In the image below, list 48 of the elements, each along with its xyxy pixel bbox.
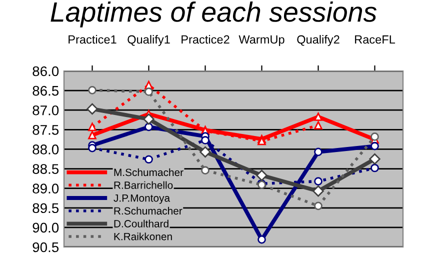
legend-label: D.Coulthard bbox=[114, 220, 168, 228]
point bbox=[143, 114, 154, 125]
legend-label: J.P.Montoya bbox=[114, 194, 170, 204]
point bbox=[144, 122, 153, 132]
y-tick-label: 86.0 bbox=[32, 66, 59, 76]
point bbox=[201, 166, 210, 175]
y-tick-label: 90.5 bbox=[32, 242, 59, 252]
point bbox=[88, 130, 96, 140]
x-tick-label: RaceFL bbox=[355, 35, 396, 44]
point bbox=[86, 103, 98, 115]
point bbox=[258, 136, 266, 146]
point bbox=[88, 122, 96, 132]
x-tick-label: Qualify1 bbox=[128, 34, 170, 46]
point bbox=[370, 132, 379, 141]
y-tick-label: 87.0 bbox=[32, 105, 59, 116]
point bbox=[258, 235, 266, 244]
point bbox=[370, 164, 379, 172]
point bbox=[201, 136, 210, 144]
x-tick-label: Practice2 bbox=[182, 34, 230, 44]
point bbox=[144, 155, 153, 164]
legend-label: R.Barrichello bbox=[114, 181, 173, 189]
point bbox=[256, 170, 268, 182]
point bbox=[144, 88, 153, 96]
y-tick-label: 86.5 bbox=[32, 86, 59, 96]
x-tick-label: Practice1 bbox=[68, 34, 116, 44]
point bbox=[88, 144, 96, 152]
point bbox=[370, 142, 379, 150]
point bbox=[369, 153, 380, 165]
point bbox=[314, 112, 322, 121]
point bbox=[314, 121, 322, 130]
point bbox=[314, 177, 322, 186]
legend-label: R.Schumacher bbox=[114, 206, 182, 215]
y-tick-label: 89.5 bbox=[32, 203, 59, 214]
x-tick-label: Qualify2 bbox=[297, 34, 340, 46]
point bbox=[312, 185, 324, 197]
point bbox=[88, 86, 96, 94]
y-tick-label: 90.0 bbox=[32, 222, 59, 233]
chart-title: Laptimes of each sessions bbox=[50, 1, 377, 28]
legend-label: K.Raikkonen bbox=[114, 232, 172, 240]
point bbox=[314, 202, 322, 210]
y-tick-label: 88.5 bbox=[32, 164, 59, 174]
legend-label: M.Schumacher bbox=[114, 168, 184, 176]
point bbox=[200, 146, 211, 158]
point bbox=[314, 148, 322, 156]
y-tick-label: 87.5 bbox=[32, 125, 59, 135]
x-tick-label: WarmUp bbox=[238, 35, 284, 46]
y-tick-label: 88.0 bbox=[32, 144, 59, 154]
y-tick-label: 89.0 bbox=[32, 184, 59, 194]
